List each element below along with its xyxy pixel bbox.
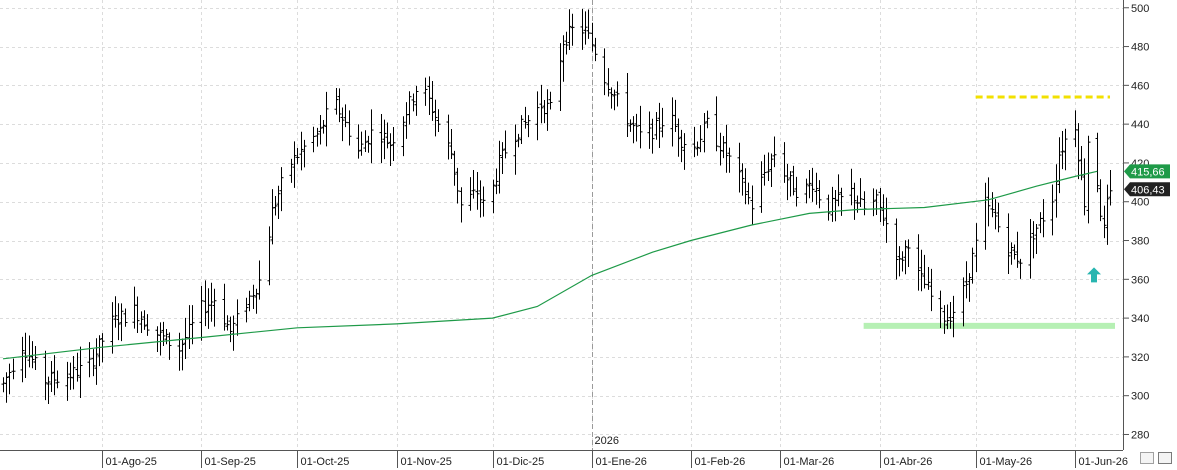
x-tick-label: 01-May-26 <box>980 456 1033 468</box>
x-tick-label: 01-Jun-26 <box>1079 456 1129 468</box>
y-tick-label: 480 <box>1131 42 1149 54</box>
y-tick-label: 360 <box>1131 274 1149 286</box>
price-label-text: 406,43 <box>1131 184 1165 196</box>
price-bars <box>1 8 1113 405</box>
y-tick-label: 280 <box>1131 429 1149 441</box>
y-tick-label: 340 <box>1131 313 1149 325</box>
price-label-box: 406,43 <box>1124 182 1170 197</box>
x-tick-label: 01-Sep-25 <box>205 456 256 468</box>
x-tick-label: 01-Abr-26 <box>884 456 933 468</box>
plot-background <box>0 0 1123 450</box>
x-tick-label: 01-Mar-26 <box>784 456 835 468</box>
x-tick-label: 01-Dic-25 <box>497 456 545 468</box>
y-tick-label: 460 <box>1131 80 1149 92</box>
y-tick-label: 440 <box>1131 119 1149 131</box>
x-tick-label: 01-Feb-26 <box>695 456 746 468</box>
x-tick-label: 01-Ene-26 <box>596 456 647 468</box>
up-arrow-icon <box>1087 267 1102 283</box>
price-label-box: 415,66 <box>1124 164 1170 179</box>
scroll-right-button[interactable] <box>1158 452 1172 464</box>
y-tick-label: 400 <box>1131 197 1149 209</box>
y-tick-label: 380 <box>1131 236 1149 248</box>
support-line <box>863 322 1115 329</box>
x-tick-label: 01-Nov-25 <box>401 456 452 468</box>
price-label-text: 415,66 <box>1131 166 1165 178</box>
y-tick-label: 300 <box>1131 391 1149 403</box>
x-tick-label: 01-Oct-25 <box>301 456 350 468</box>
y-tick-label: 500 <box>1131 3 1149 15</box>
moving-average-line <box>2 170 1098 360</box>
x-tick-label: 01-Ago-25 <box>106 456 157 468</box>
scroll-left-button[interactable] <box>1140 452 1154 464</box>
price-labels: 415,66 406,43 <box>1124 164 1170 197</box>
x-axis-ticks: 01-Ago-25 01-Sep-25 01-Oct-25 01-Nov-25 01-D… <box>102 450 1129 468</box>
year-label: 2026 <box>595 435 619 447</box>
y-tick-label: 320 <box>1131 352 1149 364</box>
